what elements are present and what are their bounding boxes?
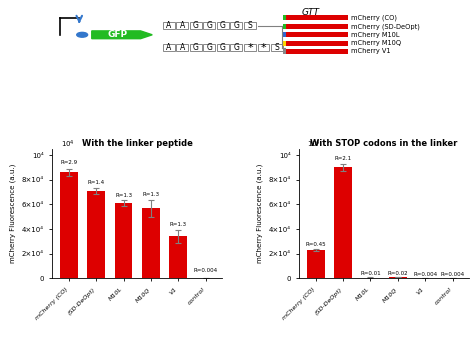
Text: $10^4$: $10^4$ <box>308 139 321 150</box>
Text: A: A <box>166 43 171 52</box>
Text: R=2.1: R=2.1 <box>335 156 352 161</box>
Bar <box>60 172 78 278</box>
Bar <box>283 15 348 20</box>
Text: G: G <box>206 43 212 52</box>
Text: *: * <box>247 43 253 53</box>
Text: R=0.45: R=0.45 <box>305 242 326 247</box>
Text: A: A <box>180 21 185 30</box>
Bar <box>176 44 188 51</box>
Bar <box>307 250 325 278</box>
Bar <box>283 40 348 46</box>
Bar <box>115 203 132 278</box>
Bar <box>163 44 174 51</box>
Text: G: G <box>206 21 212 30</box>
Text: S: S <box>275 43 280 52</box>
Y-axis label: mCherry Fluorescence (a.u.): mCherry Fluorescence (a.u.) <box>9 164 16 263</box>
Text: R=0.004: R=0.004 <box>413 272 438 277</box>
Text: mCherry M10Q: mCherry M10Q <box>351 40 401 46</box>
Text: GFP: GFP <box>107 30 127 39</box>
Title: With the linker peptide: With the linker peptide <box>82 139 193 148</box>
Bar <box>203 44 215 51</box>
Bar <box>203 22 215 29</box>
Bar <box>230 44 242 51</box>
Bar <box>87 191 105 278</box>
Text: G: G <box>193 43 199 52</box>
Text: R=1.3: R=1.3 <box>115 193 132 198</box>
Bar <box>283 24 348 29</box>
Bar <box>334 167 352 278</box>
Text: R=1.3: R=1.3 <box>142 192 160 197</box>
Bar <box>283 24 286 29</box>
Text: mCherry (SD-DeOpt): mCherry (SD-DeOpt) <box>351 23 420 30</box>
Text: G: G <box>220 43 226 52</box>
Bar <box>389 277 407 278</box>
Bar <box>283 32 348 37</box>
Bar <box>230 22 242 29</box>
Text: R=0.01: R=0.01 <box>360 271 381 276</box>
Title: With STOP codons in the linker: With STOP codons in the linker <box>310 139 458 148</box>
Y-axis label: mCherry Fluorescence (a.u.): mCherry Fluorescence (a.u.) <box>256 164 263 263</box>
Text: R=1.3: R=1.3 <box>170 222 187 227</box>
Text: G: G <box>234 21 239 30</box>
Text: R=0.02: R=0.02 <box>388 270 408 276</box>
Text: GTT: GTT <box>301 8 319 17</box>
Text: R=0.004: R=0.004 <box>194 268 218 274</box>
Bar <box>142 208 160 278</box>
Bar <box>283 32 286 37</box>
Bar <box>217 44 229 51</box>
Text: $10^4$: $10^4$ <box>61 139 74 150</box>
Bar <box>169 237 187 278</box>
Bar <box>257 44 269 51</box>
Text: mCherry M10L: mCherry M10L <box>351 32 400 38</box>
Bar <box>244 44 256 51</box>
Bar <box>176 22 188 29</box>
Text: mCherry (CO): mCherry (CO) <box>351 15 397 21</box>
Circle shape <box>77 32 88 37</box>
Text: G: G <box>220 21 226 30</box>
Bar <box>217 22 229 29</box>
Bar <box>190 44 201 51</box>
Text: R=2.9: R=2.9 <box>60 160 77 165</box>
Bar <box>283 49 286 54</box>
Text: G: G <box>234 43 239 52</box>
Bar <box>283 40 286 46</box>
Bar <box>283 15 286 20</box>
Text: G: G <box>193 21 199 30</box>
Text: mCherry V1: mCherry V1 <box>351 48 391 55</box>
Bar <box>163 22 174 29</box>
FancyArrow shape <box>92 31 152 39</box>
Bar <box>283 49 348 54</box>
Bar <box>271 44 283 51</box>
Text: *: * <box>261 43 266 53</box>
Bar <box>244 22 256 29</box>
Text: R=1.4: R=1.4 <box>88 180 105 185</box>
Text: R=0.004: R=0.004 <box>440 272 465 277</box>
Text: A: A <box>180 43 185 52</box>
Text: A: A <box>166 21 171 30</box>
Text: S: S <box>247 21 252 30</box>
Bar <box>190 22 201 29</box>
